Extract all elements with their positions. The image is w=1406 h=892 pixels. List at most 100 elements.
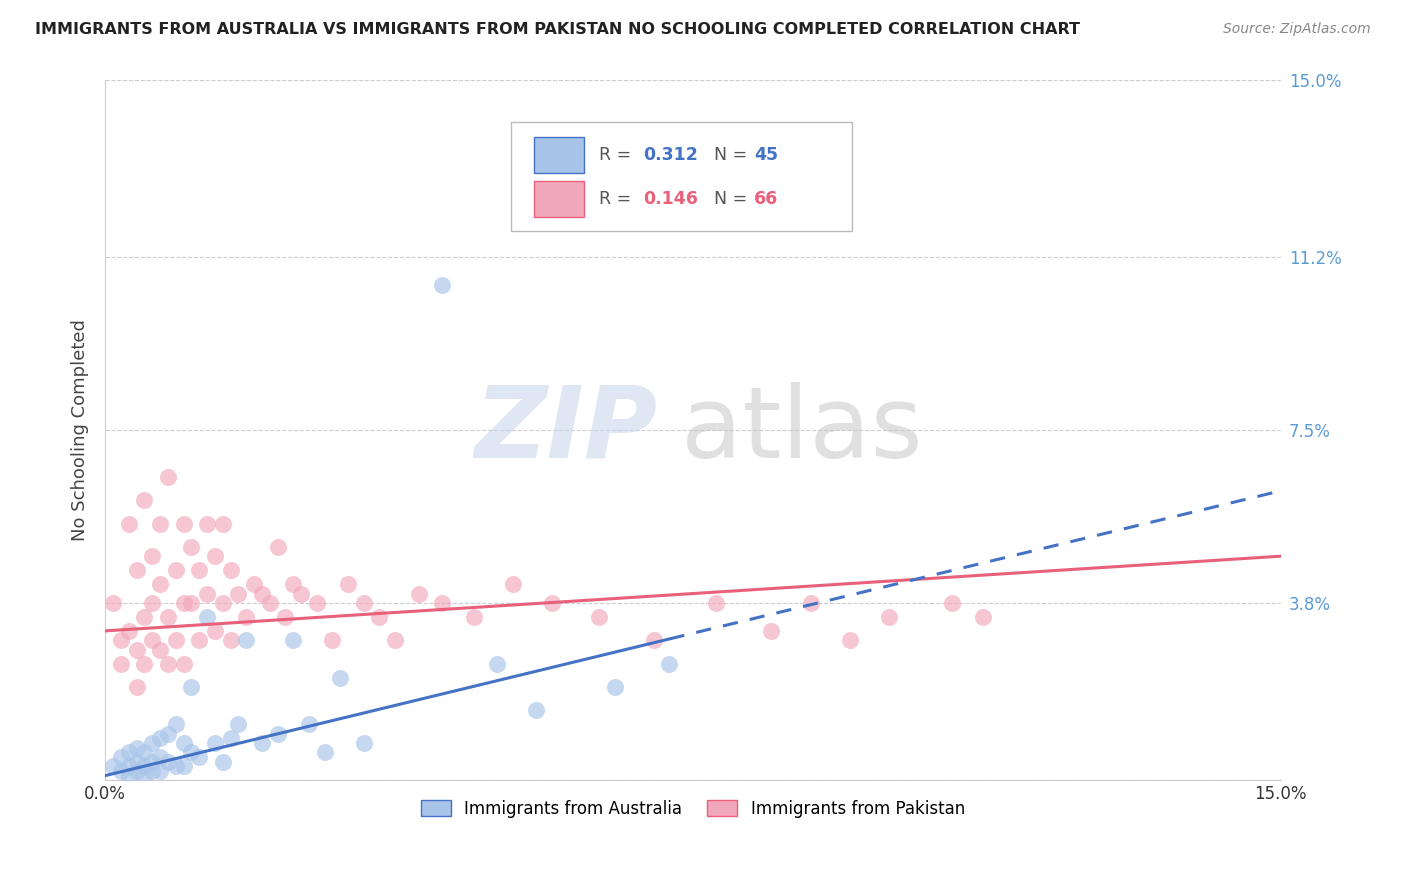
Point <box>195 516 218 531</box>
Point <box>305 596 328 610</box>
Point <box>761 624 783 638</box>
Point <box>149 764 172 778</box>
Text: 45: 45 <box>754 145 778 164</box>
Point <box>141 596 163 610</box>
Point <box>110 750 132 764</box>
Point <box>101 596 124 610</box>
Point <box>134 745 156 759</box>
Point <box>204 624 226 638</box>
Text: R =: R = <box>599 145 637 164</box>
Point <box>706 596 728 610</box>
Point <box>134 759 156 773</box>
Point <box>188 563 211 577</box>
Point <box>643 633 665 648</box>
Point <box>941 596 963 610</box>
Point <box>149 642 172 657</box>
Legend: Immigrants from Australia, Immigrants from Pakistan: Immigrants from Australia, Immigrants fr… <box>415 793 972 824</box>
Point <box>165 759 187 773</box>
Point <box>149 731 172 746</box>
Point <box>408 586 430 600</box>
Point <box>219 731 242 746</box>
Point <box>156 657 179 671</box>
Point <box>141 549 163 564</box>
Point <box>298 717 321 731</box>
Point <box>211 516 233 531</box>
Point <box>486 657 509 671</box>
Point <box>799 596 821 610</box>
Point <box>259 596 281 610</box>
Point <box>283 633 305 648</box>
Text: IMMIGRANTS FROM AUSTRALIA VS IMMIGRANTS FROM PAKISTAN NO SCHOOLING COMPLETED COR: IMMIGRANTS FROM AUSTRALIA VS IMMIGRANTS … <box>35 22 1080 37</box>
Point <box>603 680 626 694</box>
Y-axis label: No Schooling Completed: No Schooling Completed <box>72 319 89 541</box>
Point <box>149 750 172 764</box>
Point <box>321 633 343 648</box>
Point <box>432 596 454 610</box>
Point <box>180 596 202 610</box>
Point <box>141 736 163 750</box>
Point <box>283 577 305 591</box>
Point <box>149 577 172 591</box>
Point <box>432 278 454 293</box>
Point <box>228 586 250 600</box>
Point <box>118 516 141 531</box>
Point <box>314 745 336 759</box>
Point <box>353 736 375 750</box>
Point <box>337 577 360 591</box>
Point <box>180 680 202 694</box>
FancyBboxPatch shape <box>510 122 852 230</box>
Point <box>211 596 233 610</box>
Point <box>877 610 900 624</box>
Point <box>141 755 163 769</box>
Point <box>838 633 860 648</box>
Point <box>118 745 141 759</box>
Text: R =: R = <box>599 190 637 208</box>
Point <box>274 610 297 624</box>
Point <box>125 563 148 577</box>
Point <box>134 657 156 671</box>
Point <box>141 764 163 778</box>
Point <box>211 755 233 769</box>
Point <box>125 764 148 778</box>
Point <box>266 540 288 554</box>
Point <box>290 586 312 600</box>
Text: 0.312: 0.312 <box>644 145 699 164</box>
Point <box>588 610 610 624</box>
Point <box>250 586 273 600</box>
Point <box>250 736 273 750</box>
Point <box>243 577 266 591</box>
Text: atlas: atlas <box>681 382 922 479</box>
Point <box>125 740 148 755</box>
Point <box>156 726 179 740</box>
Point <box>141 633 163 648</box>
Text: Source: ZipAtlas.com: Source: ZipAtlas.com <box>1223 22 1371 37</box>
Point <box>125 755 148 769</box>
Point <box>188 633 211 648</box>
Point <box>329 671 352 685</box>
Point <box>219 563 242 577</box>
Text: ZIP: ZIP <box>475 382 658 479</box>
Point <box>463 610 485 624</box>
Point <box>502 577 524 591</box>
Text: N =: N = <box>714 145 752 164</box>
Text: 0.146: 0.146 <box>644 190 699 208</box>
Point <box>180 745 202 759</box>
Point <box>101 759 124 773</box>
Point <box>118 759 141 773</box>
Point <box>165 633 187 648</box>
Point <box>353 596 375 610</box>
FancyBboxPatch shape <box>534 136 583 173</box>
Point <box>110 764 132 778</box>
Point <box>173 596 195 610</box>
Point <box>110 633 132 648</box>
Point <box>195 610 218 624</box>
Point <box>384 633 406 648</box>
Point <box>156 755 179 769</box>
Point <box>118 769 141 783</box>
Point <box>658 657 681 671</box>
Point <box>125 642 148 657</box>
Point <box>110 657 132 671</box>
Point <box>235 633 257 648</box>
Point <box>165 563 187 577</box>
Point <box>156 470 179 484</box>
